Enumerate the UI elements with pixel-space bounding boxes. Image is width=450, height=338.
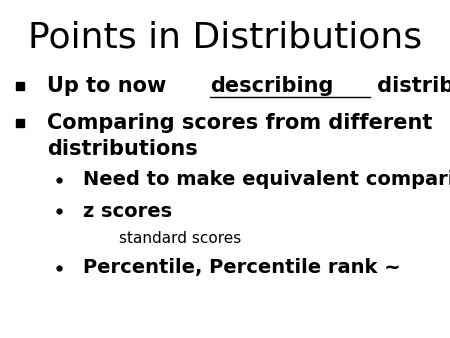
- Text: standard scores: standard scores: [119, 231, 242, 246]
- Text: Comparing scores from different: Comparing scores from different: [47, 113, 432, 134]
- Text: distributions: distributions: [369, 76, 450, 96]
- Text: Up to now: Up to now: [47, 76, 174, 96]
- Text: describing: describing: [211, 76, 334, 96]
- Text: Points in Distributions: Points in Distributions: [28, 20, 422, 54]
- Text: Percentile, Percentile rank ~: Percentile, Percentile rank ~: [83, 258, 401, 277]
- Text: Need to make equivalent comparisons: Need to make equivalent comparisons: [83, 170, 450, 189]
- Text: z scores: z scores: [83, 202, 172, 221]
- Text: distributions: distributions: [47, 139, 198, 160]
